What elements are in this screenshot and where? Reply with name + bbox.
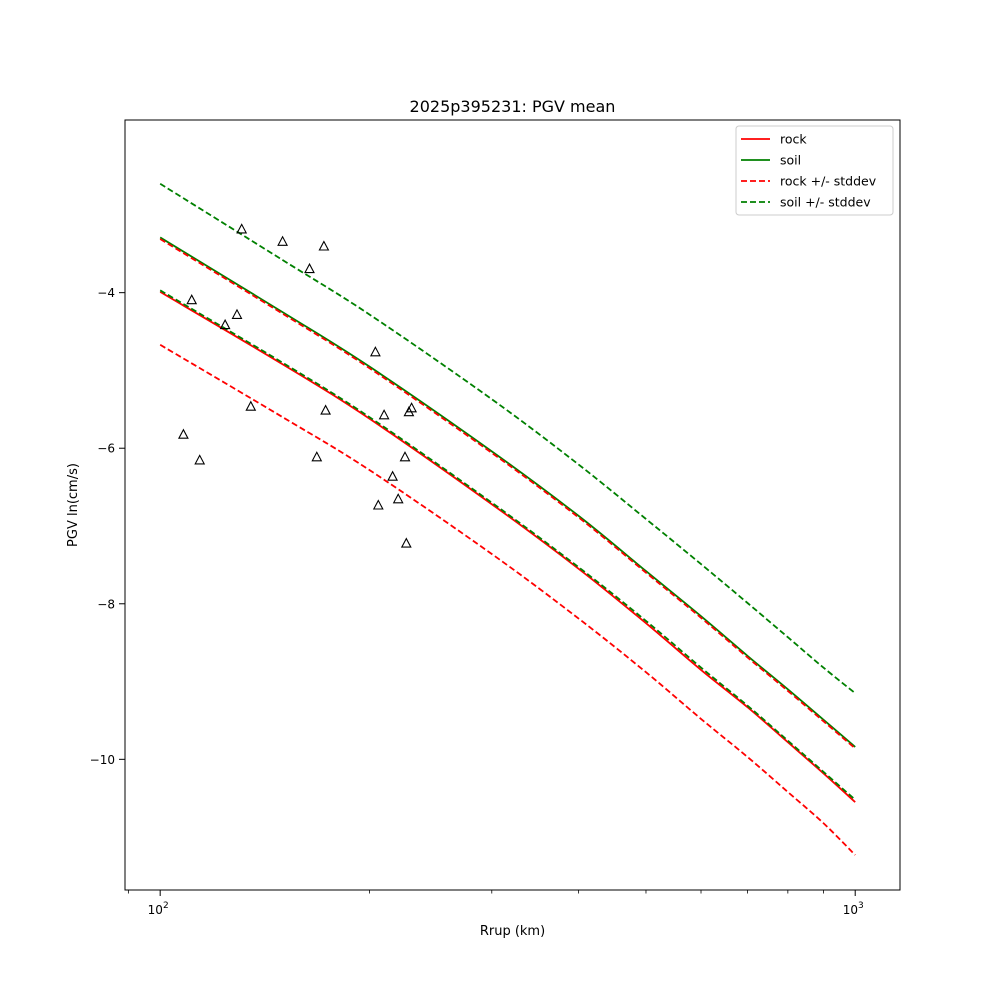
observation-point <box>304 262 315 274</box>
x-axis-label: Rrup (km) <box>480 924 545 939</box>
y-axis-label: PGV ln(cm/s) <box>66 463 81 547</box>
observation-point <box>236 223 248 234</box>
legend-label-0: rock <box>780 132 807 147</box>
legend-box <box>735 125 894 216</box>
observation-point <box>378 409 390 420</box>
x-tick-label-exponent: 3 <box>858 901 864 911</box>
observation-point <box>311 451 323 462</box>
observation-point <box>186 294 198 305</box>
observation-point <box>177 428 189 439</box>
legend: rock soil rock +/- stddev soil +/- stddev <box>735 125 894 216</box>
axes-layer: 102 103−10−8−6−4 <box>90 286 864 917</box>
y-tick-label: −6 <box>97 442 115 456</box>
observation-point <box>369 346 381 357</box>
plot-layer <box>159 183 856 856</box>
observation-point <box>399 451 411 462</box>
x-tick-label-base: 10 <box>843 903 858 917</box>
plot-area-frame <box>124 119 901 891</box>
observation-point <box>320 404 332 415</box>
observation-point <box>406 402 418 413</box>
chart-title: 2025p395231: PGV mean <box>410 97 616 116</box>
series-line-4 <box>159 183 856 694</box>
observation-point <box>372 499 384 510</box>
y-tick-label: −8 <box>97 597 115 611</box>
series-line-5 <box>159 289 856 801</box>
legend-label-3: soil +/- stddev <box>780 195 871 210</box>
series-line-0 <box>159 291 856 803</box>
series-line-1 <box>159 236 856 748</box>
x-tick-label-base: 10 <box>148 903 163 917</box>
x-tick-label: 103 <box>843 901 864 917</box>
legend-label-2: rock +/- stddev <box>780 174 877 189</box>
observation-point <box>318 240 330 251</box>
legend-label-1: soil <box>780 153 801 168</box>
observation-point <box>219 318 231 330</box>
series-line-2 <box>159 238 856 750</box>
observation-point <box>194 454 206 465</box>
observation-point <box>277 235 289 246</box>
observation-point <box>245 400 257 411</box>
series-line-3 <box>159 344 856 856</box>
x-tick-label-exponent: 2 <box>163 901 169 911</box>
observation-point <box>387 470 399 481</box>
observation-point <box>400 537 412 548</box>
observation-point <box>392 493 404 504</box>
observation-point <box>231 308 243 319</box>
y-tick-label: −4 <box>97 286 115 300</box>
y-tick-label: −10 <box>90 753 115 767</box>
x-tick-label: 102 <box>148 901 169 917</box>
